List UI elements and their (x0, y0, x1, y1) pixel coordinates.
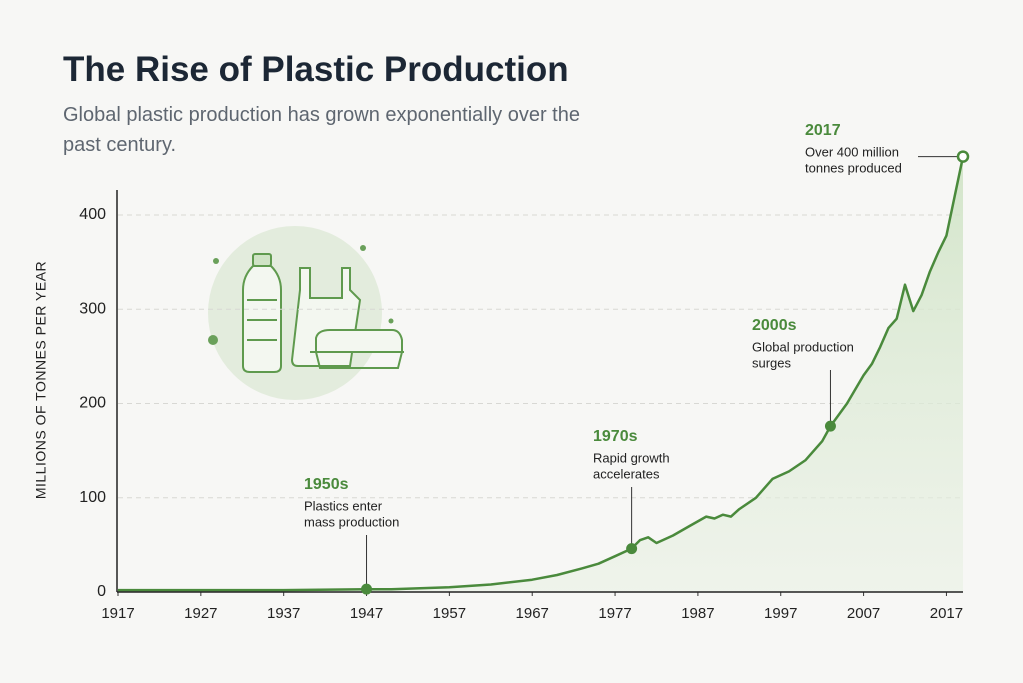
x-tick-label: 1977 (598, 605, 631, 622)
annotation-text: tonnes produced (805, 160, 902, 175)
y-axis-label: MILLIONS OF TONNES PER YEAR (33, 261, 49, 499)
area (118, 156, 963, 592)
annotation-text: Plastics enter (304, 498, 383, 513)
x-tick-label: 1917 (101, 605, 134, 622)
chart-title: The Rise of Plastic Production (63, 50, 569, 89)
y-tick-label: 300 (79, 300, 106, 317)
y-tick-label: 200 (79, 395, 106, 412)
x-tick-label: 1927 (184, 605, 217, 622)
x-tick-label: 1967 (516, 605, 549, 622)
annotation-text: Over 400 million (805, 144, 899, 159)
x-tick-label: 2007 (847, 605, 880, 622)
y-tick-label: 400 (79, 206, 106, 223)
x-tick-label: 1947 (350, 605, 383, 622)
line (118, 156, 965, 592)
y-tick-label: 100 (79, 489, 106, 506)
x-tick-label: 1997 (764, 605, 797, 622)
annotation-point (361, 583, 373, 595)
y-tick-label: 0 (97, 583, 106, 600)
annotation-text: mass production (304, 514, 399, 529)
annotation-point (626, 543, 638, 555)
annotation-title: 2017 (805, 122, 841, 139)
annotation-text: accelerates (593, 466, 660, 481)
annotation-title: 1950s (304, 476, 349, 493)
annotation-text: Rapid growth (593, 450, 670, 465)
x-tick-label: 1987 (681, 605, 714, 622)
annotation-title: 2000s (752, 317, 797, 334)
x-tick-label: 1957 (433, 605, 466, 622)
annotation-text: Global production (752, 339, 854, 354)
annotation-title: 1970s (593, 428, 638, 445)
x-tick-label: 2017 (930, 605, 963, 622)
annotation-point (956, 150, 970, 163)
x-tick-label: 1937 (267, 605, 300, 622)
annotation-text: surges (752, 355, 792, 370)
illustration (208, 226, 404, 400)
chart-subtitle: Global plastic production has grown expo… (63, 104, 580, 156)
annotation-point (824, 420, 836, 432)
